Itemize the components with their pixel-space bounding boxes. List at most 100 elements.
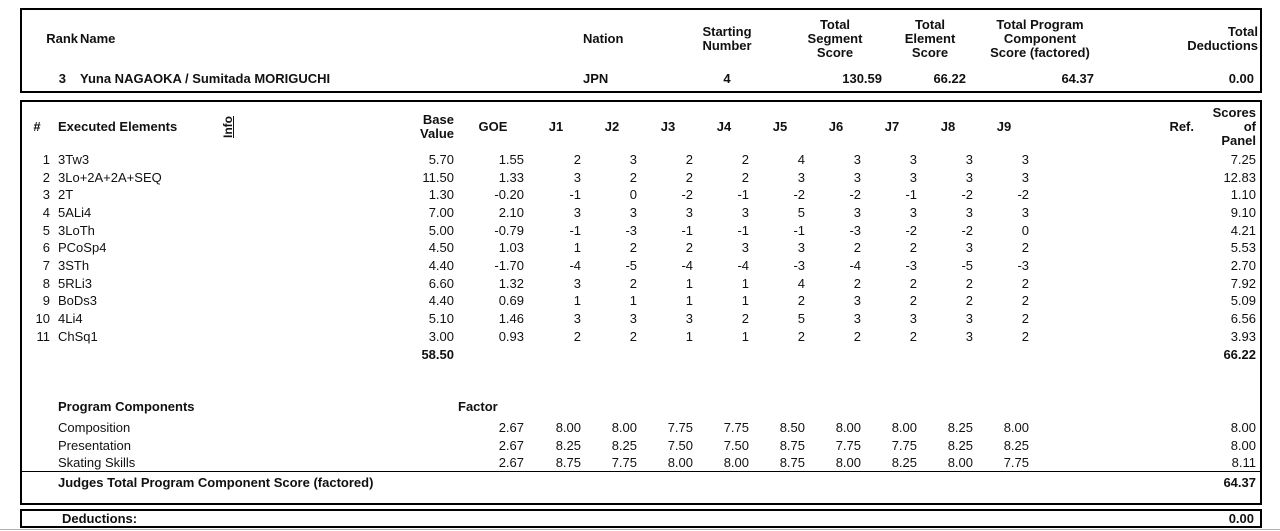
judge-score-j9: -3	[1017, 257, 1029, 273]
element-number: 11	[36, 328, 51, 344]
judge-score-j3: 2	[685, 169, 693, 185]
element-goe: -0.20	[494, 187, 524, 203]
deductions-box: Deductions: 0.00	[20, 509, 1262, 528]
judge-score-j5: 5	[797, 204, 805, 220]
judge-score-j8: 3	[965, 151, 973, 167]
judge-score-j7: 3	[909, 169, 917, 185]
component-score-j9: 7.75	[1003, 454, 1029, 470]
element-base-value: 3.00	[428, 328, 454, 344]
competitor-summary-table: Rank Name Nation Starting Number Total S…	[22, 10, 1260, 90]
judge-score-j9: -2	[1017, 187, 1029, 203]
element-ref	[1032, 186, 1198, 204]
component-score-j1: 8.00	[555, 420, 581, 436]
judge-score-j3: 3	[685, 204, 693, 220]
element-name: 3LoTh	[58, 222, 95, 238]
judge-score-j3: 1	[685, 293, 693, 309]
judge-score-j3: 1	[685, 328, 693, 344]
competitor-nation: JPN	[583, 70, 609, 86]
element-base-value: 5.00	[428, 222, 454, 238]
element-row: 11 ChSq1 3.00 0.93 2 2 1 1 2 2 2 3 2 3.93	[22, 328, 1260, 346]
judge-score-j8: -2	[961, 187, 973, 203]
factor-header: Factor	[458, 398, 498, 414]
element-ref	[1032, 310, 1198, 328]
element-row: 6 PCoSp4 4.50 1.03 1 2 2 3 3 2 2 3 2 5.53	[22, 239, 1260, 257]
element-info	[196, 328, 260, 346]
starting-number-header: Starting Number	[702, 23, 752, 53]
element-info	[196, 257, 260, 275]
judge-score-j2: 1	[629, 293, 637, 309]
element-base-value: 4.40	[428, 257, 454, 273]
element-info	[196, 275, 260, 293]
judge-score-j4: 1	[741, 293, 749, 309]
judge-score-j8: -5	[961, 257, 973, 273]
judge-score-j6: 3	[853, 151, 861, 167]
element-ref	[1032, 257, 1198, 275]
element-ref	[1032, 328, 1198, 346]
element-panel-score: 5.53	[1230, 240, 1256, 256]
element-row: 9 BoDs3 4.40 0.69 1 1 1 1 2 3 2 2 2 5.09	[22, 293, 1260, 311]
judge-score-j6: 2	[853, 328, 861, 344]
judge-score-j1: 3	[573, 169, 581, 185]
element-panel-score: 12.83	[1223, 169, 1256, 185]
component-score-j5: 8.75	[779, 454, 805, 470]
judge-score-j2: 2	[629, 240, 637, 256]
judge-score-j2: 3	[629, 204, 637, 220]
element-ref	[1032, 222, 1198, 240]
judge-header-j6: J6	[828, 118, 844, 134]
component-panel-score: 8.11	[1231, 454, 1256, 470]
elements-totals-row: 58.50 66.22	[22, 346, 1260, 364]
competitor-name: Yuna NAGAOKA / Sumitada MORIGUCHI	[80, 70, 331, 86]
elements-header-row: # Executed Elements Info Base Value GOE …	[22, 102, 1260, 151]
judge-score-j6: -2	[849, 187, 861, 203]
judge-score-j5: -2	[793, 187, 805, 203]
judge-header-j7: J7	[884, 118, 900, 134]
judge-score-j2: 2	[629, 328, 637, 344]
component-score-j6: 8.00	[835, 454, 861, 470]
element-goe: -0.79	[494, 222, 524, 238]
deductions-label: Deductions:	[62, 511, 138, 526]
rank-header: Rank	[46, 30, 78, 46]
nation-header: Nation	[583, 30, 624, 46]
judge-score-j8: 3	[965, 169, 973, 185]
judge-score-j4: -1	[737, 187, 749, 203]
judge-score-j9: 2	[1021, 311, 1029, 327]
judge-score-j7: -3	[905, 257, 917, 273]
judge-header-j1: J1	[548, 118, 564, 134]
judge-score-j6: 3	[853, 204, 861, 220]
judge-score-j1: 2	[573, 151, 581, 167]
element-row: 7 3STh 4.40 -1.70 -4 -5 -4 -4 -3 -4 -3 -5 -3 2.70	[22, 257, 1260, 275]
judge-header-j3: J3	[660, 118, 676, 134]
judge-header-j2: J2	[604, 118, 620, 134]
component-score-j2: 8.25	[611, 437, 637, 453]
judge-score-j2: 3	[629, 311, 637, 327]
component-factor: 2.67	[498, 420, 524, 436]
component-score-j6: 8.00	[835, 420, 861, 436]
element-goe: 1.46	[498, 311, 524, 327]
judge-score-j8: 2	[965, 293, 973, 309]
judge-score-j7: 2	[909, 275, 917, 291]
elements-table: # Executed Elements Info Base Value GOE …	[22, 102, 1260, 494]
judge-score-j4: 3	[741, 240, 749, 256]
element-name: 2T	[58, 187, 74, 203]
element-rows-body: 1 3Tw3 5.70 1.55 2 3 2 2 4 3 3 3 3 7.25 2 3Lo+2A+2A+SEQ…	[22, 151, 1260, 346]
judge-score-j6: 3	[853, 169, 861, 185]
judge-score-j7: 3	[909, 151, 917, 167]
judge-score-j4: 1	[741, 275, 749, 291]
element-name: 3Lo+2A+2A+SEQ	[58, 169, 162, 185]
judge-score-j8: 2	[965, 275, 973, 291]
judge-score-j5: -1	[793, 222, 805, 238]
judge-score-j5: 4	[797, 275, 805, 291]
element-number: 6	[42, 240, 50, 256]
judges-total-value: 64.37	[1198, 470, 1260, 494]
judge-score-j3: -1	[681, 222, 693, 238]
element-ref	[1032, 293, 1198, 311]
judge-score-j4: 2	[741, 169, 749, 185]
number-column-header: #	[33, 118, 41, 134]
competitor-segment-score: 130.59	[842, 70, 882, 86]
element-base-value: 11.50	[422, 169, 454, 185]
info-column-header: Info	[196, 102, 260, 151]
total-panel-score: 66.22	[1223, 346, 1256, 362]
judge-score-j5: 3	[797, 240, 805, 256]
element-info	[196, 169, 260, 187]
element-panel-score: 9.10	[1230, 204, 1256, 220]
